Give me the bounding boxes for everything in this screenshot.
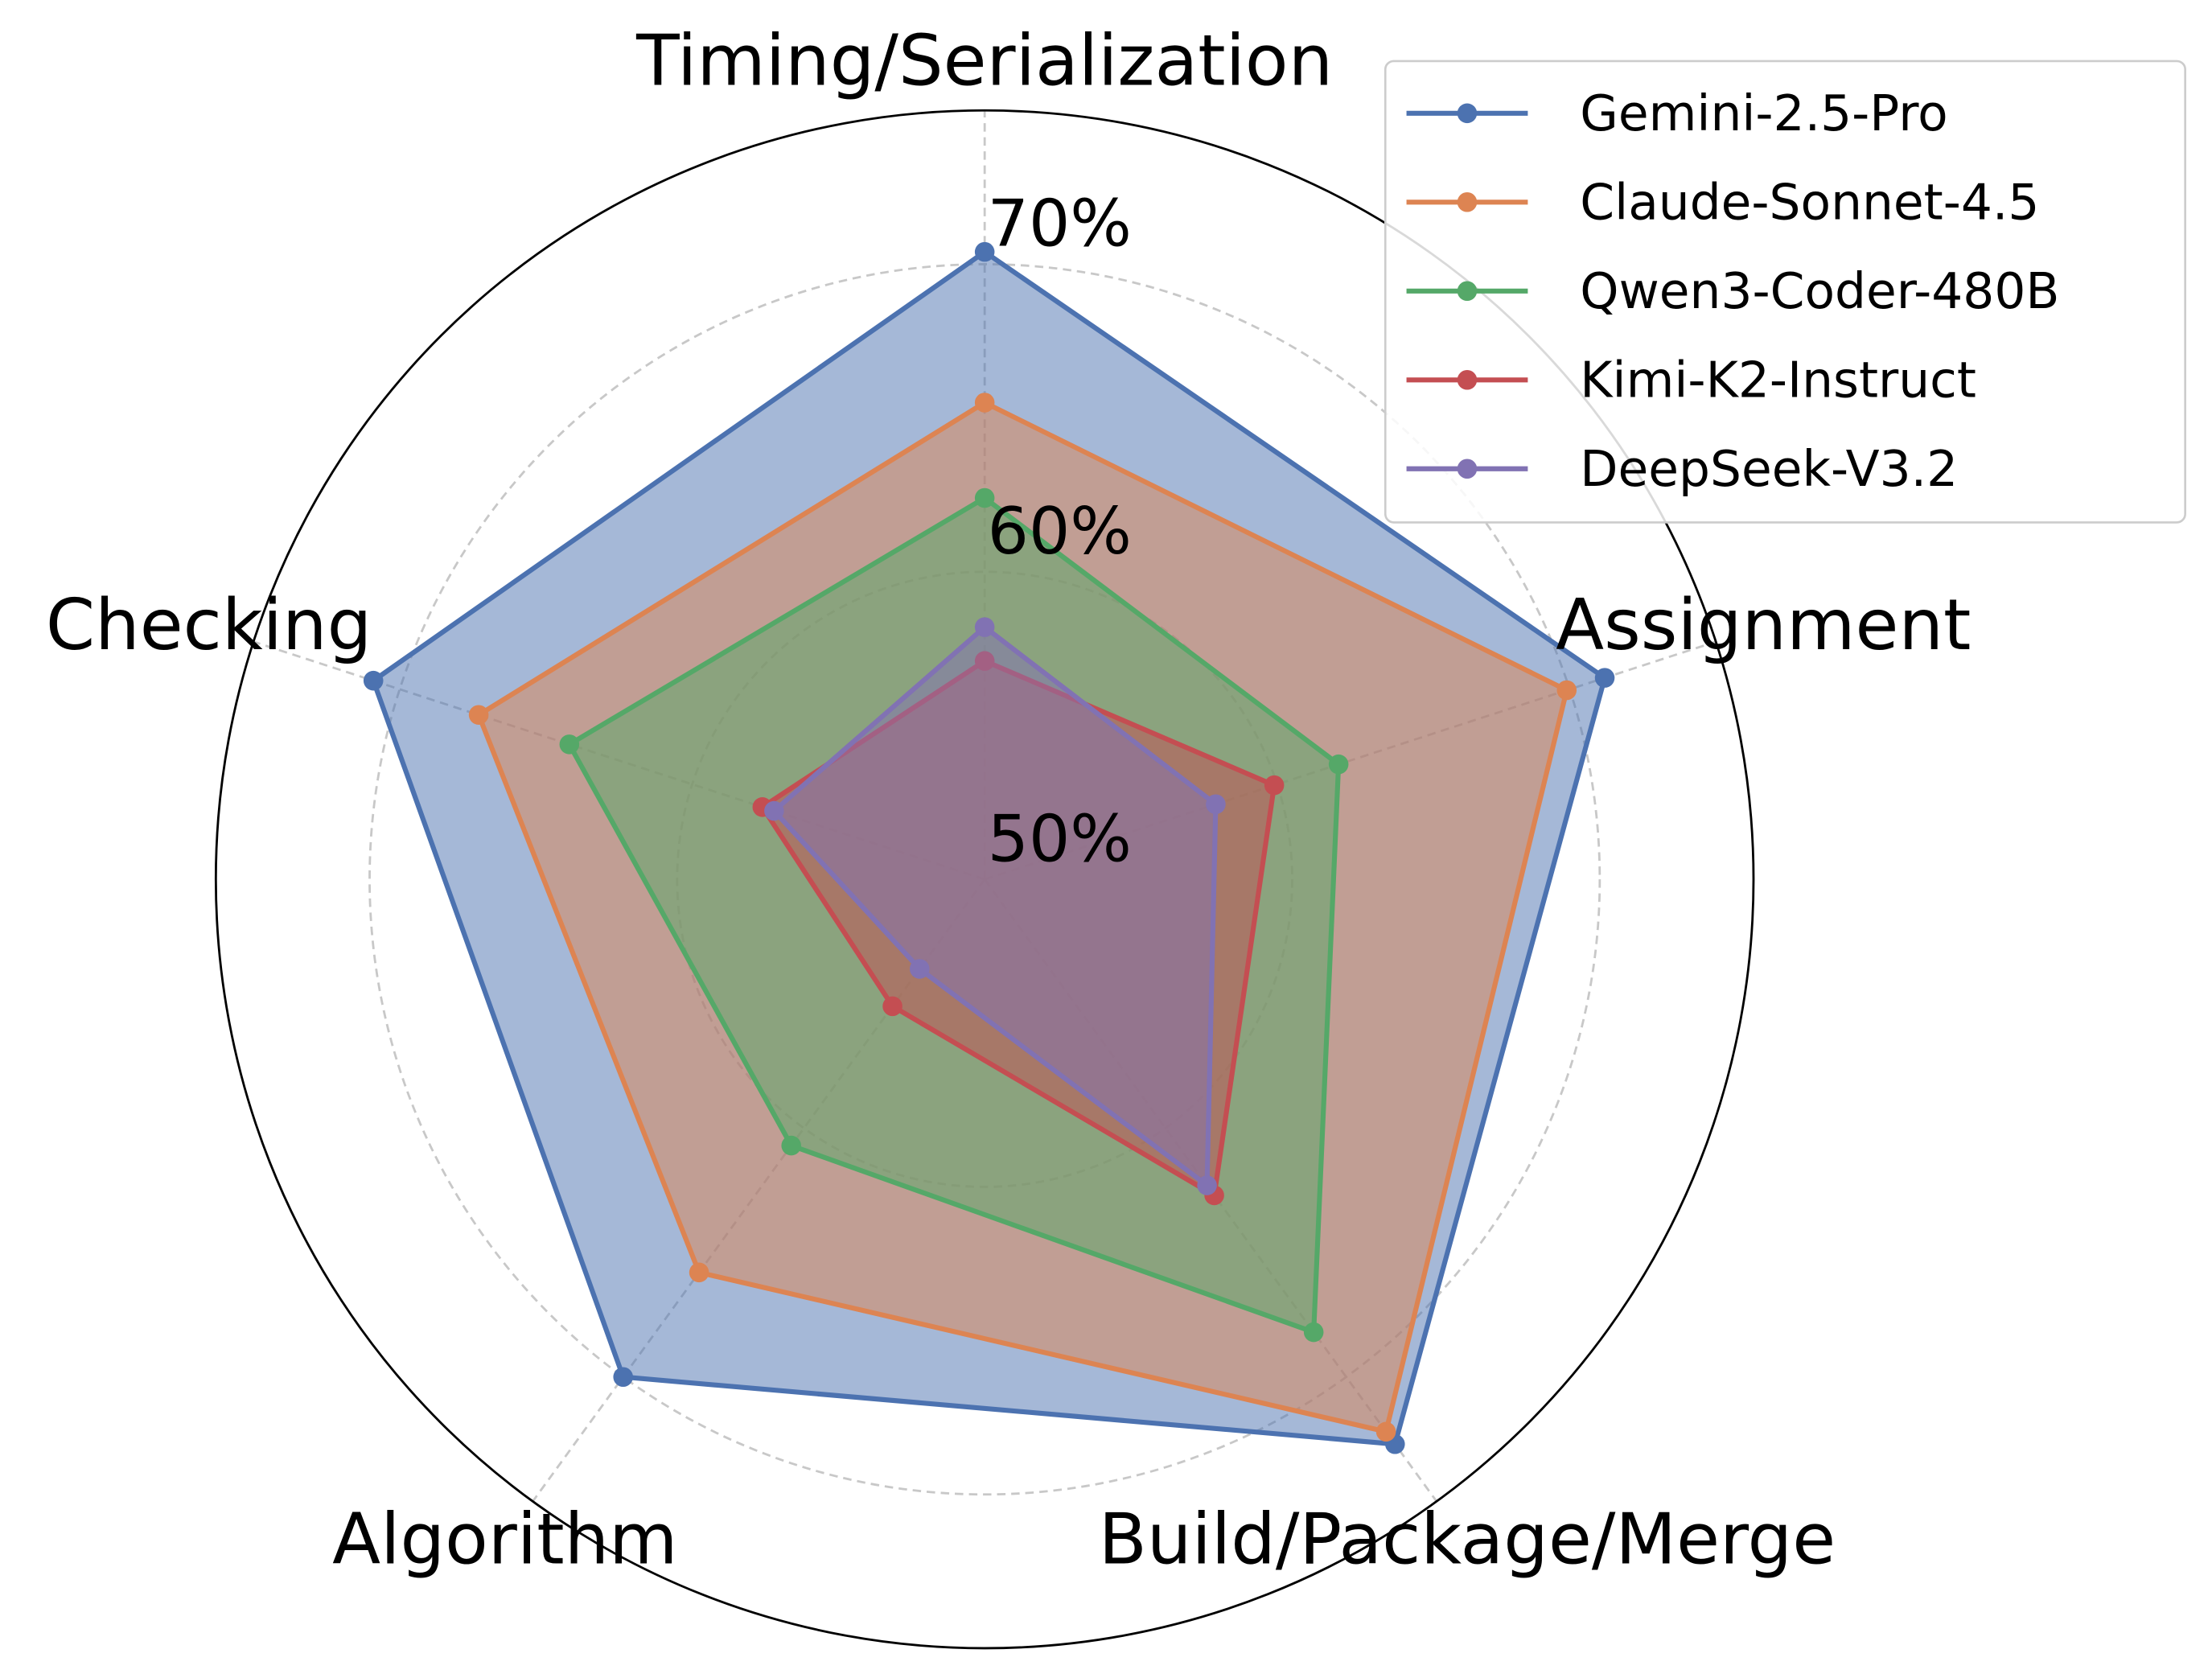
legend-marker — [1457, 459, 1478, 479]
data-point — [689, 1262, 709, 1283]
series-line — [476, 400, 1569, 1434]
legend-entry: Claude-Sonnet-4.5 — [1406, 174, 2039, 231]
series-line — [566, 495, 1342, 1335]
data-point — [1264, 775, 1285, 796]
data-point — [882, 996, 902, 1017]
legend-label: Claude-Sonnet-4.5 — [1580, 174, 2039, 231]
axis-label: Algorithm — [332, 1499, 677, 1581]
series-area — [774, 627, 1216, 1186]
legend-entry: Gemini-2.5-Pro — [1406, 85, 1948, 142]
data-point — [1206, 794, 1226, 815]
axis-label: Assignment — [1556, 584, 1971, 666]
data-point — [363, 670, 384, 691]
series-line — [771, 624, 1219, 1188]
axis-label: Checking — [46, 584, 372, 666]
r-tick-labels: 50% 60% 70% — [988, 187, 1132, 878]
legend-label: Kimi-K2-Instruct — [1580, 352, 1976, 409]
r-tick-label: 70% — [988, 187, 1132, 262]
data-point — [1197, 1175, 1217, 1195]
data-point — [974, 487, 995, 508]
axis-label: Timing/Serialization — [635, 20, 1333, 102]
data-point — [1556, 680, 1577, 701]
legend-entry: Qwen3-Coder-480B — [1406, 263, 2059, 320]
data-point — [1303, 1322, 1324, 1343]
axis-labels: Timing/Serialization Assignment Build/Pack… — [46, 20, 1971, 1581]
legend-marker — [1457, 103, 1478, 124]
legend-marker — [1457, 369, 1478, 390]
legend-entry: Kimi-K2-Instruct — [1406, 352, 1976, 409]
data-point — [974, 617, 995, 637]
legend: Gemini-2.5-Pro Claude-Sonnet-4.5 Qwen3-Cod… — [1384, 60, 2186, 524]
data-point — [909, 959, 930, 979]
legend-label: Qwen3-Coder-480B — [1580, 263, 2059, 320]
data-point — [1594, 668, 1615, 688]
data-point — [764, 800, 784, 821]
legend-marker — [1457, 281, 1478, 302]
data-point — [1328, 754, 1349, 775]
legend-entry: DeepSeek-V3.2 — [1406, 441, 1958, 498]
legend-box — [1384, 60, 2186, 524]
data-point — [1375, 1421, 1396, 1442]
data-point — [559, 734, 580, 755]
data-point — [974, 393, 995, 413]
r-tick-label: 50% — [988, 801, 1132, 877]
outer-frame — [214, 109, 1755, 1650]
data-point — [613, 1367, 633, 1388]
series-layer — [363, 241, 1615, 1454]
legend-label: DeepSeek-V3.2 — [1580, 441, 1958, 498]
axis-label: Build/Package/Merge — [1099, 1499, 1836, 1581]
series-deepseek-v3-2 — [764, 617, 1226, 1195]
r-tick-label: 60% — [988, 494, 1132, 570]
data-point — [468, 705, 489, 725]
data-point — [781, 1135, 801, 1156]
series-line — [371, 249, 1608, 1447]
series-line — [759, 658, 1277, 1199]
legend-label: Gemini-2.5-Pro — [1580, 85, 1947, 142]
legend-marker — [1457, 192, 1478, 212]
data-point — [974, 241, 995, 262]
